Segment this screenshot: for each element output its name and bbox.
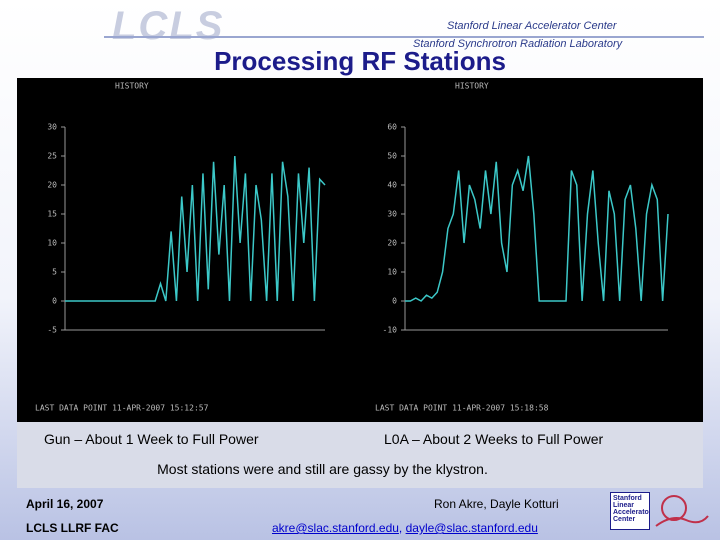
y-tick-label: 10: [387, 268, 397, 277]
authors: Ron Akre, Dayle Kotturi: [434, 497, 559, 511]
org: Stanford Synchrotron Radiation Laborator…: [413, 38, 623, 50]
logo: LCLS: [112, 4, 225, 48]
plot-label: HISTORY: [115, 82, 149, 91]
y-tick-label: -5: [47, 326, 57, 335]
screenshot: HISTORY -5 0 5 10 15 20 25 30 LAST DATA POINT 11-…: [17, 78, 703, 422]
swoosh: [655, 515, 709, 527]
y-tick-label: 10: [47, 239, 57, 248]
badge-logo: [655, 495, 709, 527]
y-tick-label: 20: [47, 181, 57, 190]
y-tick-label: 0: [52, 297, 57, 306]
y-tick-label: 0: [392, 297, 397, 306]
emails: akre@slac.stanford.edu, dayle@slac.stanf…: [272, 521, 538, 535]
y-tick-label: 5: [52, 268, 57, 277]
badge: Stanford Linear Accelerator Center: [610, 492, 650, 530]
y-tick-label: 30: [387, 210, 397, 219]
org: Stanford Linear Accelerator Center: [447, 20, 617, 32]
email-link[interactable]: dayle@slac.stanford.edu: [405, 521, 538, 535]
caption: L0A – About 2 Weeks to Full Power: [384, 431, 604, 447]
caption-area: [17, 422, 703, 488]
y-tick-label: 25: [47, 152, 57, 161]
ring: [661, 495, 687, 521]
header-rule: [104, 36, 704, 38]
title: Processing RF Stations: [214, 46, 506, 76]
separator: ,: [398, 521, 403, 535]
y-tick-label: 15: [47, 210, 57, 219]
y-tick-label: 20: [387, 239, 397, 248]
note: Most stations were and still are gassy b…: [157, 461, 488, 477]
caption: Gun – About 1 Week to Full Power: [44, 431, 259, 447]
y-tick-label: 60: [387, 123, 397, 132]
y-tick-label: -10: [383, 326, 398, 335]
plot-panel: HISTORY -5 0 5 10 15 20 25 30 LAST DATA POINT 11-…: [35, 82, 669, 413]
y-tick-label: 40: [387, 181, 397, 190]
trace: [65, 155, 326, 302]
trace: [405, 155, 669, 302]
plot-footer: LAST DATA POINT 11-APR-2007 15:12:57: [35, 404, 209, 413]
email-link[interactable]: akre@slac.stanford.edu: [272, 521, 399, 535]
date: April 16, 2007: [26, 497, 104, 511]
group: LCLS LLRF FAC: [26, 521, 119, 535]
y-tick-label: 30: [47, 123, 57, 132]
plot-label: HISTORY: [455, 82, 489, 91]
plot-footer: LAST DATA POINT 11-APR-2007 15:18:58: [375, 404, 549, 413]
y-tick-label: 50: [387, 152, 397, 161]
